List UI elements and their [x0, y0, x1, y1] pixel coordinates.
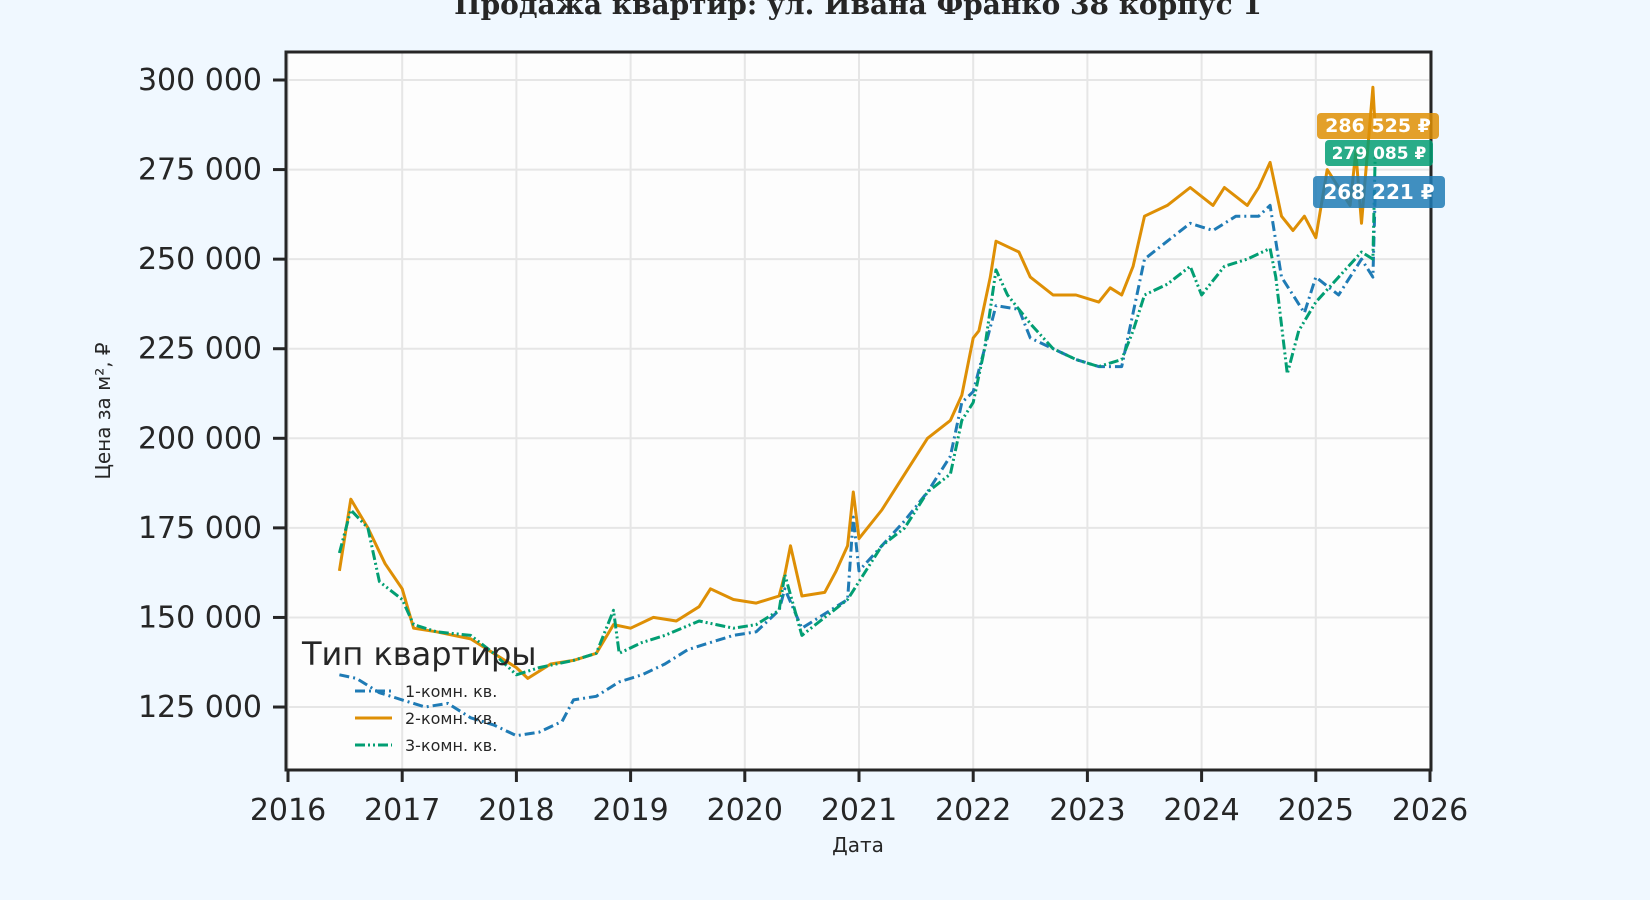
x-tick-label: 2018 — [478, 793, 554, 828]
x-tick-label: 2021 — [821, 793, 897, 828]
chart-title: Продажа квартир: ул. Ивана Франко 38 кор… — [454, 0, 1262, 21]
x-tick-label: 2025 — [1278, 793, 1354, 828]
last-value-badge — [1313, 176, 1445, 208]
legend: Тип квартиры 1-комн. кв. 2-комн. кв. 3-ком… — [301, 635, 537, 755]
series-line-1 — [339, 193, 1377, 738]
last-value-text: 286 525 ₽ — [1325, 115, 1431, 137]
x-tick-label: 2023 — [1049, 793, 1125, 828]
x-tick-label: 2022 — [935, 793, 1011, 828]
x-tick-label: 2016 — [250, 793, 326, 828]
y-tick-label: 225 000 — [138, 332, 262, 367]
legend-item-label: 3-комн. кв. — [405, 736, 497, 755]
y-tick-label: 300 000 — [138, 63, 262, 98]
y-axis-label: Цена за м², ₽ — [91, 342, 115, 480]
y-tick-label: 250 000 — [138, 242, 262, 277]
legend-item-label: 1-комн. кв. — [405, 682, 497, 701]
last-value-badge — [1325, 140, 1433, 166]
x-tick-label: 2017 — [364, 793, 440, 828]
x-tick-label: 2026 — [1392, 793, 1468, 828]
y-tick-label: 275 000 — [138, 153, 262, 188]
last-value-text: 279 085 ₽ — [1332, 144, 1427, 164]
last-value-text: 268 221 ₽ — [1323, 180, 1434, 204]
series-lines — [337, 85, 1377, 738]
x-axis-label: Дата — [832, 833, 884, 857]
y-tick-label: 200 000 — [138, 421, 262, 456]
y-tick-label: 125 000 — [138, 690, 262, 725]
y-tick-label: 175 000 — [138, 511, 262, 546]
x-tick-label: 2019 — [592, 793, 668, 828]
axis-ticks: 2016 2017 2018 2019 2020 2021 2022 2023 2024 2025… — [138, 63, 1468, 828]
legend-item-label: 2-комн. кв. — [405, 709, 497, 728]
legend-title: Тип квартиры — [301, 635, 537, 673]
last-value-labels: 268 221 ₽ 286 525 ₽ 279 085 ₽ — [1313, 113, 1445, 208]
x-tick-label: 2024 — [1163, 793, 1239, 828]
x-tick-label: 2020 — [707, 793, 783, 828]
y-tick-label: 150 000 — [138, 600, 262, 635]
last-value-badge — [1317, 113, 1439, 139]
